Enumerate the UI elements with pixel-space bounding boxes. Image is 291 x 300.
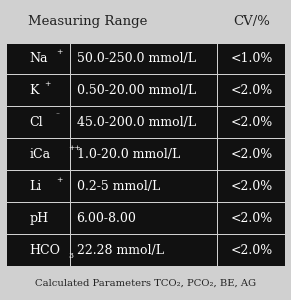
Text: K: K (29, 84, 39, 97)
Bar (7, 75, 70, 106)
Text: ++: ++ (68, 144, 81, 152)
Bar (71, 203, 217, 234)
Text: <2.0%: <2.0% (230, 116, 273, 129)
Text: Li: Li (29, 180, 41, 193)
Bar (71, 44, 217, 74)
Text: 0.2-5 mmol/L: 0.2-5 mmol/L (77, 180, 160, 193)
Text: HCO: HCO (29, 244, 60, 257)
Bar (71, 139, 217, 170)
Bar (218, 203, 285, 234)
Bar (7, 107, 70, 138)
Text: pH: pH (29, 212, 48, 225)
Bar (218, 171, 285, 202)
Text: 50.0-250.0 mmol/L: 50.0-250.0 mmol/L (77, 52, 196, 65)
Bar (7, 171, 70, 202)
Text: <2.0%: <2.0% (230, 148, 273, 161)
Text: 0.50-20.00 mmol/L: 0.50-20.00 mmol/L (77, 84, 196, 97)
Bar (218, 107, 285, 138)
Text: <2.0%: <2.0% (230, 244, 273, 257)
Bar (71, 171, 217, 202)
Text: 1.0-20.0 mmol/L: 1.0-20.0 mmol/L (77, 148, 180, 161)
Text: Na: Na (29, 52, 48, 65)
Text: Measuring Range: Measuring Range (28, 14, 147, 28)
Text: <2.0%: <2.0% (230, 180, 273, 193)
Text: 6.00-8.00: 6.00-8.00 (77, 212, 136, 225)
Bar (218, 44, 285, 74)
Text: CV/%: CV/% (233, 14, 270, 28)
Text: <2.0%: <2.0% (230, 212, 273, 225)
Text: 22.28 mmol/L: 22.28 mmol/L (77, 244, 164, 257)
Bar (71, 235, 217, 266)
Text: iCa: iCa (29, 148, 50, 161)
Bar (218, 235, 285, 266)
Bar (7, 235, 70, 266)
Bar (7, 139, 70, 170)
Text: <1.0%: <1.0% (230, 52, 273, 65)
Text: Calculated Parameters TCO₂, PCO₂, BE, AG: Calculated Parameters TCO₂, PCO₂, BE, AG (35, 279, 256, 288)
Bar (7, 44, 70, 74)
Bar (7, 203, 70, 234)
Text: ⁻: ⁻ (56, 112, 60, 120)
Text: 45.0-200.0 mmol/L: 45.0-200.0 mmol/L (77, 116, 196, 129)
Text: +: + (56, 176, 62, 184)
Text: +: + (56, 48, 62, 56)
Bar (71, 75, 217, 106)
Text: +: + (44, 80, 50, 88)
Bar (218, 139, 285, 170)
Bar (218, 75, 285, 106)
Text: Cl: Cl (29, 116, 43, 129)
Bar (71, 107, 217, 138)
Text: <2.0%: <2.0% (230, 84, 273, 97)
Text: 3: 3 (68, 252, 73, 260)
